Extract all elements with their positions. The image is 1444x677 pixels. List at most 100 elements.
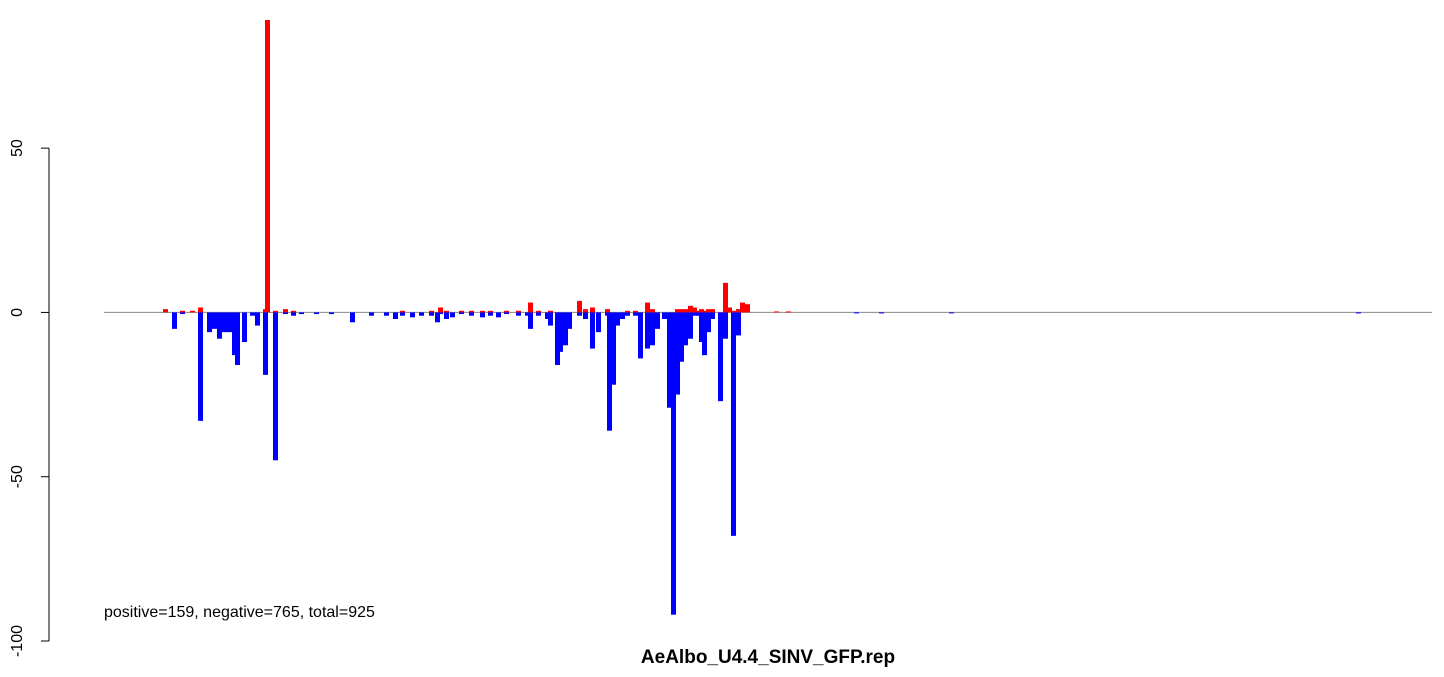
bar — [688, 312, 693, 339]
bar — [384, 312, 389, 316]
bar — [504, 310, 509, 313]
bar — [516, 310, 521, 313]
bar — [504, 312, 509, 315]
bar — [283, 309, 288, 313]
bar — [699, 312, 704, 342]
bar — [314, 312, 319, 315]
bar — [605, 309, 610, 313]
bar — [265, 20, 270, 313]
bar — [450, 312, 455, 318]
bar — [696, 312, 701, 316]
bar — [655, 312, 660, 329]
bar — [419, 312, 424, 316]
bar — [291, 312, 296, 316]
annotation: positive=159, negative=765, total=925 — [104, 604, 375, 621]
bar — [528, 312, 533, 329]
bar — [620, 312, 625, 319]
bar — [633, 312, 638, 316]
bar — [429, 310, 434, 313]
bar — [706, 309, 711, 313]
bar — [625, 310, 630, 313]
bar — [745, 304, 750, 313]
bar — [435, 312, 440, 323]
bar — [583, 312, 588, 319]
bar — [702, 312, 707, 356]
bar — [369, 312, 374, 316]
bar — [545, 312, 550, 319]
bar — [273, 312, 278, 461]
bar — [291, 310, 296, 313]
bar — [232, 312, 237, 356]
bar — [536, 310, 541, 313]
bar — [198, 307, 203, 313]
bar — [679, 309, 684, 313]
bar — [650, 312, 655, 346]
bar — [163, 309, 168, 313]
bar — [255, 312, 260, 326]
bar — [480, 310, 485, 313]
bar — [438, 312, 443, 315]
bar — [879, 312, 884, 314]
bar — [263, 312, 268, 375]
bar — [429, 312, 434, 316]
bar — [688, 305, 693, 313]
bar — [548, 312, 553, 326]
bar — [638, 312, 643, 359]
bar — [222, 312, 227, 333]
chart-title: AeAlbo_U4.4_SINV_GFP.rep — [641, 647, 895, 668]
bar — [645, 312, 650, 349]
bar — [710, 309, 715, 313]
bar — [596, 312, 601, 333]
bar — [625, 312, 630, 316]
bar — [675, 309, 680, 313]
bar — [528, 302, 533, 313]
bar — [774, 311, 779, 313]
bar — [536, 312, 541, 316]
bar — [207, 312, 212, 333]
bar — [567, 312, 572, 329]
bar — [577, 300, 582, 313]
bar — [444, 310, 449, 313]
bar — [563, 312, 568, 346]
bar — [662, 312, 667, 319]
bar — [667, 312, 672, 408]
bar — [393, 312, 398, 319]
bar — [400, 312, 405, 316]
bar — [645, 302, 650, 313]
bar — [516, 312, 521, 316]
bar — [410, 312, 415, 318]
bar — [242, 312, 247, 342]
bar — [718, 312, 723, 402]
bar — [583, 309, 588, 313]
bar — [723, 282, 728, 313]
bar — [692, 307, 697, 313]
bar — [683, 312, 688, 346]
bar — [736, 309, 741, 313]
bar — [679, 312, 684, 362]
bar — [283, 312, 288, 315]
bar — [488, 312, 493, 316]
bar — [350, 312, 355, 323]
bar — [740, 302, 745, 313]
y-tick-label: 0 — [9, 308, 26, 317]
bar — [299, 312, 304, 315]
bar — [577, 312, 582, 316]
bar — [459, 312, 464, 315]
bar — [727, 307, 732, 313]
bar — [786, 311, 791, 313]
bar — [558, 312, 563, 352]
bar — [438, 307, 443, 313]
bar — [212, 312, 217, 329]
bar — [480, 312, 485, 318]
bar — [469, 312, 474, 316]
bar — [488, 310, 493, 313]
bar — [607, 312, 612, 431]
bar — [180, 312, 185, 315]
bar — [273, 310, 278, 313]
bar — [736, 312, 741, 336]
bar — [172, 312, 177, 329]
bar — [650, 309, 655, 313]
bar — [615, 312, 620, 326]
bar — [400, 310, 405, 313]
